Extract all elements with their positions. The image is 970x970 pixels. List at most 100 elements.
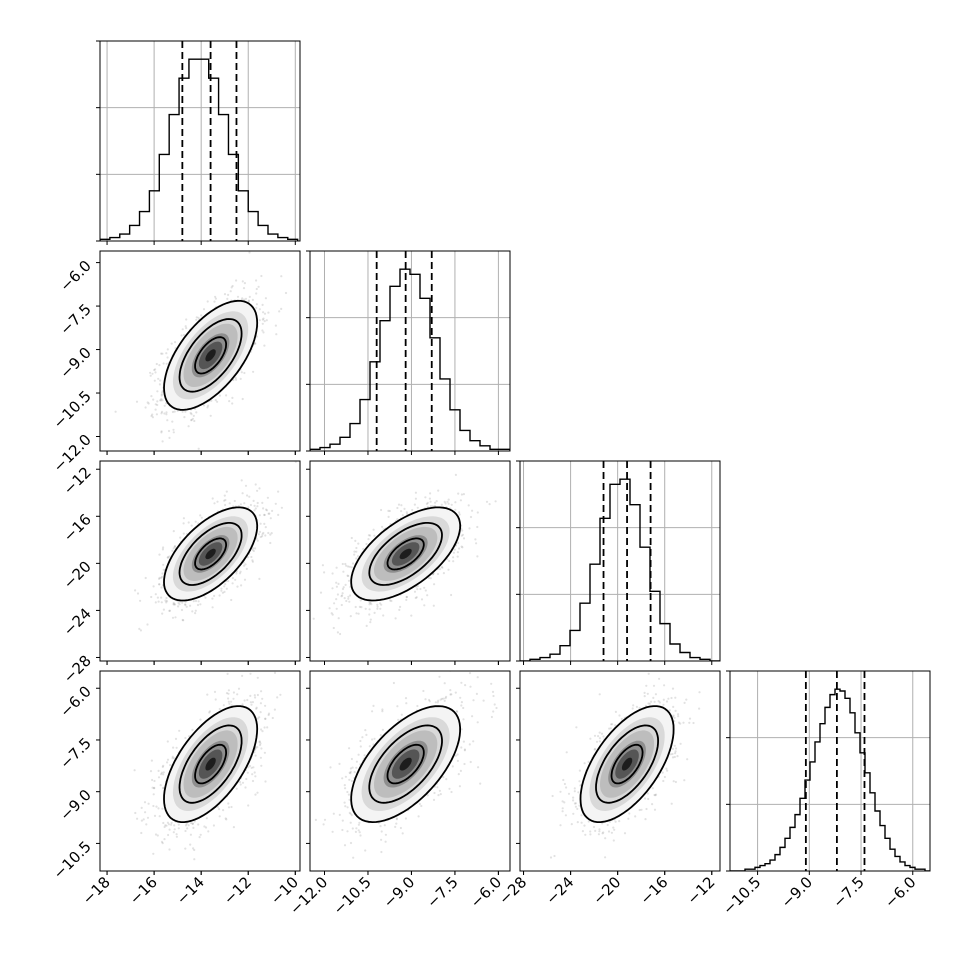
sample-point: [190, 524, 193, 527]
sample-point: [177, 605, 180, 608]
sample-point: [243, 502, 246, 505]
sample-point: [173, 410, 176, 413]
sample-point: [401, 514, 404, 517]
sample-point: [265, 508, 268, 511]
sample-point: [168, 848, 171, 851]
sample-point: [184, 829, 187, 833]
sample-point: [177, 823, 180, 826]
sample-point: [341, 592, 344, 595]
sample-point: [368, 608, 371, 611]
panel-1-1: [306, 250, 511, 455]
sample-point: [335, 607, 338, 610]
sample-point: [235, 572, 238, 575]
sample-point: [252, 547, 255, 550]
sample-point: [241, 492, 244, 495]
density-fill: [399, 548, 412, 560]
sample-point: [462, 493, 465, 496]
sample-point: [228, 400, 231, 403]
sample-point: [172, 831, 175, 834]
sample-point: [168, 555, 171, 558]
sample-point: [225, 490, 228, 493]
sample-point: [151, 372, 154, 375]
sample-point: [146, 623, 149, 626]
sample-point: [423, 604, 426, 607]
sample-point: [405, 598, 408, 601]
sample-point: [166, 348, 169, 351]
sample-point: [342, 586, 345, 589]
sample-point: [154, 601, 157, 604]
sample-point: [214, 295, 217, 298]
sample-point: [348, 565, 351, 568]
density-fill: [205, 548, 216, 560]
sample-point: [232, 378, 235, 382]
sample-point: [163, 412, 166, 415]
sample-point: [226, 297, 229, 300]
sample-point: [173, 545, 176, 548]
sample-point: [341, 587, 345, 591]
sample-point: [162, 563, 165, 566]
sample-point: [263, 522, 266, 525]
sample-point: [419, 587, 422, 591]
sample-point: [154, 833, 158, 836]
sample-point: [227, 580, 230, 583]
sample-point: [251, 779, 255, 783]
contour-middle: [178, 522, 243, 586]
sample-point: [261, 318, 264, 321]
sample-point: [164, 599, 167, 602]
sample-point: [239, 377, 242, 380]
sample-point: [398, 608, 401, 611]
sample-point: [333, 602, 336, 605]
sample-point: [177, 601, 180, 605]
sample-point: [347, 597, 350, 600]
sample-point: [254, 547, 257, 550]
sample-point: [265, 509, 269, 512]
sample-point: [454, 501, 457, 504]
sample-point: [194, 520, 197, 523]
sample-point: [135, 400, 139, 403]
sample-point: [171, 549, 174, 552]
sample-point: [240, 479, 243, 482]
panel-plot-area: [133, 671, 282, 861]
sample-point: [460, 545, 463, 548]
sample-point: [264, 780, 267, 783]
sample-point: [173, 472, 175, 474]
histogram-step: [520, 478, 720, 661]
sample-point: [253, 504, 256, 507]
sample-point: [460, 493, 463, 496]
sample-point: [155, 413, 158, 416]
contour-inner: [194, 537, 227, 571]
sample-point: [331, 613, 334, 616]
sample-point: [184, 325, 187, 328]
sample-point: [227, 293, 230, 296]
sample-point: [220, 589, 223, 592]
contour-middle: [178, 318, 243, 393]
panel-plot-area: [520, 461, 720, 661]
sample-point: [173, 545, 177, 548]
sample-point: [357, 542, 360, 545]
sample-point: [161, 842, 164, 845]
sample-point: [247, 506, 250, 509]
sample-point: [173, 603, 176, 606]
sample-point: [154, 593, 157, 596]
sample-point: [433, 583, 436, 586]
sample-point: [267, 512, 270, 515]
sample-point: [140, 831, 143, 835]
sample-point: [259, 522, 262, 525]
sample-point: [172, 428, 175, 431]
sample-point: [365, 542, 368, 546]
sample-point: [341, 594, 344, 597]
sample-point: [330, 612, 333, 615]
sample-point: [249, 701, 252, 704]
sample-point: [458, 513, 461, 516]
sample-point: [254, 775, 257, 778]
sample-point: [447, 498, 450, 501]
sample-point: [166, 419, 169, 422]
sample-point: [165, 601, 168, 604]
sample-point: [182, 517, 185, 520]
sample-point: [197, 316, 200, 319]
sample-point: [331, 572, 334, 575]
sample-point: [197, 600, 200, 603]
sample-point: [182, 619, 185, 622]
sample-point: [251, 560, 254, 563]
sample-point: [350, 566, 353, 569]
